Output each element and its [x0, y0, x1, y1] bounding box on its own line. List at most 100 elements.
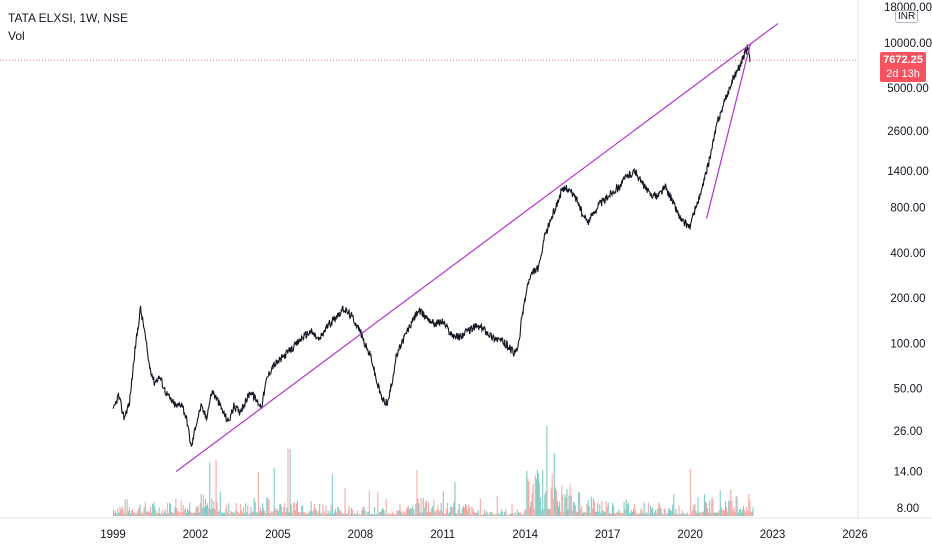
volume-bar: [620, 513, 622, 516]
volume-bar: [707, 508, 709, 516]
volume-bar: [212, 508, 214, 516]
volume-bar: [226, 504, 228, 516]
volume-bar: [454, 482, 456, 516]
volume-bar: [393, 514, 395, 516]
volume-bar: [587, 499, 589, 516]
volume-bar: [541, 509, 543, 516]
volume-bar: [379, 511, 381, 516]
volume-bar: [566, 488, 568, 516]
volume-bar: [520, 514, 523, 516]
volume-bar: [216, 502, 218, 516]
volume-bar: [191, 512, 193, 516]
volume-bar: [670, 510, 672, 516]
volume-bar: [479, 498, 481, 516]
volume-bar: [285, 512, 287, 516]
volume-bar: [220, 512, 222, 516]
volume-bar: [724, 501, 727, 516]
volume-bar: [252, 511, 254, 516]
volume-bar: [293, 502, 295, 516]
volume-bar: [362, 506, 364, 516]
volume-bar: [424, 502, 426, 516]
volume-bar: [266, 497, 268, 516]
volume-bar: [656, 513, 658, 516]
volume-bar: [421, 512, 423, 516]
volume-bar: [751, 511, 753, 516]
y-tick-label: 5000.00: [887, 83, 929, 95]
volume-bar: [172, 512, 174, 516]
volume-bar: [515, 514, 517, 516]
volume-bar: [257, 472, 259, 516]
volume-bar: [132, 508, 134, 516]
volume-bar: [369, 514, 371, 516]
volume-bar: [591, 508, 593, 516]
volume-bar: [417, 498, 419, 516]
volume-bar: [114, 513, 116, 516]
volume-bar: [365, 514, 367, 516]
volume-bar: [542, 470, 544, 516]
volume-bar: [671, 511, 673, 516]
bar-countdown: 2d 13h: [886, 68, 920, 81]
volume-bar: [630, 510, 633, 516]
volume-bar: [611, 502, 613, 516]
volume-bar: [474, 512, 476, 516]
volume-bar: [562, 494, 564, 516]
volume-bar: [179, 511, 181, 516]
trendlines[interactable]: [175, 22, 779, 472]
volume-bar: [652, 507, 654, 516]
volume-bar: [274, 508, 276, 516]
volume-bar: [694, 504, 696, 516]
volume-bar: [648, 513, 650, 516]
volume-bar: [161, 509, 163, 516]
volume-bar: [360, 514, 362, 516]
currency-badge[interactable]: INR: [895, 10, 919, 23]
volume-bar: [740, 512, 742, 516]
symbol-title[interactable]: TATA ELXSI, 1W, NSE: [8, 11, 129, 25]
volume-bar: [526, 470, 528, 516]
volume-bar: [173, 512, 175, 516]
volume-bar: [715, 512, 717, 516]
volume-bar: [448, 513, 450, 516]
volume-bar: [684, 513, 686, 516]
volume-bar: [347, 509, 349, 516]
trendline-upper[interactable]: [175, 22, 779, 472]
volume-bar: [289, 448, 291, 516]
volume-bar: [438, 511, 440, 516]
volume-bar: [594, 511, 597, 516]
volume-bar: [414, 514, 416, 516]
volume-bar: [260, 510, 263, 516]
volume-bar: [281, 506, 283, 516]
volume-bar: [128, 506, 130, 516]
volume-bar: [139, 504, 141, 516]
volume-label[interactable]: Vol: [8, 29, 25, 43]
volume-bar: [531, 492, 533, 516]
volume-bar: [647, 502, 649, 516]
volume-bar: [604, 512, 606, 516]
volume-bar: [638, 513, 640, 516]
volume-bar: [436, 509, 438, 516]
volume-bar: [482, 513, 485, 516]
volume-bar: [624, 509, 626, 516]
volume-bar: [696, 512, 698, 516]
volume-bar: [493, 514, 495, 516]
y-tick-label: 14.00: [894, 467, 923, 479]
volume-bar: [666, 513, 668, 516]
trendline-lower[interactable]: [706, 42, 752, 219]
volume-bar: [309, 510, 311, 516]
volume-bar: [657, 508, 659, 516]
volume-bar: [709, 500, 711, 516]
volume-bar: [489, 512, 491, 516]
volume-bar: [518, 512, 520, 516]
volume-bar: [467, 509, 469, 516]
volume-bar: [585, 512, 587, 516]
volume-bar: [133, 513, 135, 516]
y-tick-label: 10000.00: [884, 38, 932, 50]
y-tick-label: 26.00: [894, 426, 923, 438]
volume-bar: [589, 512, 591, 516]
volume-bar: [229, 513, 231, 516]
volume-bar: [644, 514, 646, 516]
volume-bar: [685, 514, 687, 516]
volume-bar: [462, 505, 464, 516]
volume-bar: [433, 499, 435, 516]
